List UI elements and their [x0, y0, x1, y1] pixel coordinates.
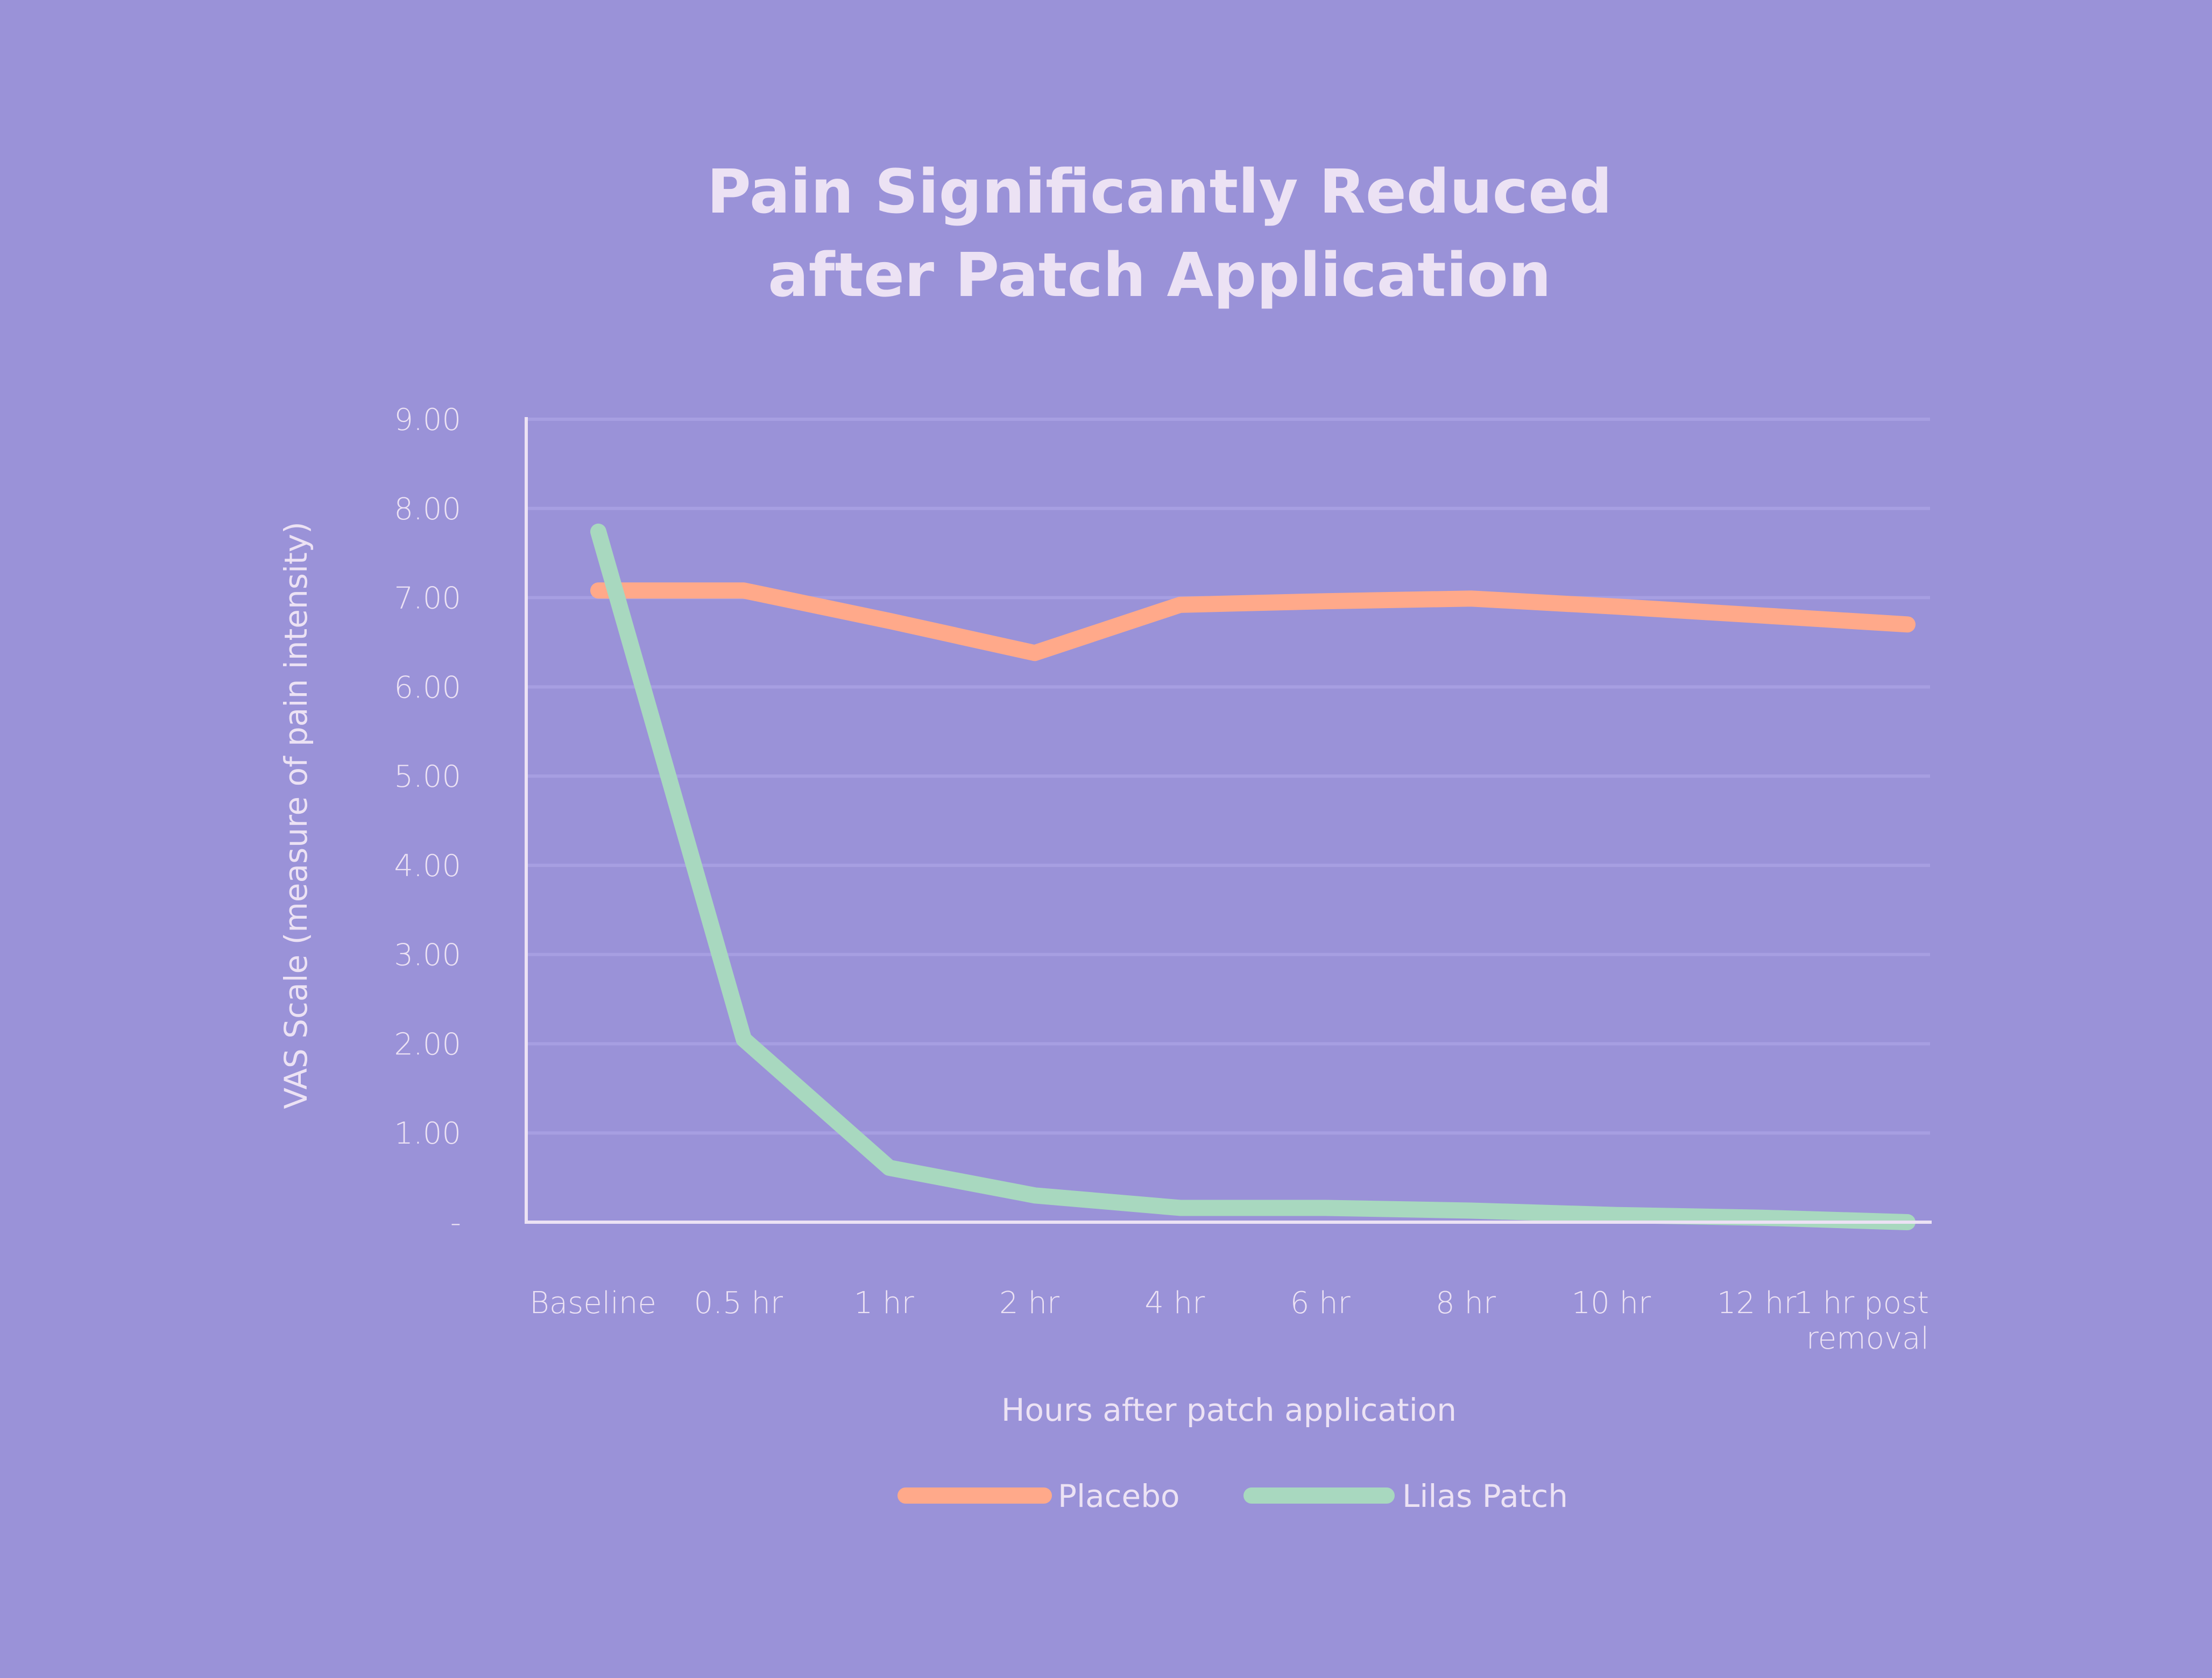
- x-tick-label: 0.5 hr: [694, 1286, 783, 1321]
- chart-title-line-1: Pain Significantly Reduced: [707, 157, 1612, 227]
- x-tick-label: Baseline: [529, 1286, 656, 1321]
- y-tick-labels: - 1.00 2.00 3.00 4.00 5.00 6.00 7.00 8.00 9.00: [394, 403, 461, 1240]
- x-tick-label-line: 0.5 hr: [694, 1286, 783, 1321]
- y-axis-title: VAS Scale (measure of pain intensity): [278, 521, 314, 1109]
- data-point: [1907, 624, 1908, 625]
- series-line-lilas-patch: [590, 523, 1916, 1230]
- legend-label: Placebo: [1058, 1478, 1180, 1514]
- data-point: [1034, 1195, 1035, 1196]
- data-point: [888, 620, 890, 622]
- legend-label: Lilas Patch: [1402, 1478, 1568, 1514]
- x-tick-label-line: 10 hr: [1572, 1286, 1651, 1321]
- x-tick-label-line: 2 hr: [999, 1286, 1059, 1321]
- x-tick-label-line: 12 hr: [1717, 1286, 1797, 1321]
- legend: Placebo Lilas Patch: [897, 1478, 1568, 1514]
- x-tick-label-line: 8 hr: [1436, 1286, 1496, 1321]
- data-point: [1616, 606, 1617, 608]
- series-lines: [590, 523, 1916, 1230]
- x-tick-label-line: 1 hr: [854, 1286, 914, 1321]
- y-tick-label: -: [450, 1205, 461, 1240]
- y-tick-label: 8.00: [394, 492, 461, 527]
- series-line-placebo: [590, 582, 1916, 661]
- x-tick-label: 6 hr: [1290, 1286, 1351, 1321]
- y-tick-label: 3.00: [394, 938, 461, 973]
- data-point: [743, 590, 745, 591]
- data-point: [1761, 615, 1763, 616]
- data-point: [1325, 601, 1326, 602]
- data-point: [1471, 598, 1472, 600]
- data-point: [743, 1039, 745, 1040]
- data-point: [1616, 1214, 1617, 1216]
- x-tick-label-line: removal: [1806, 1321, 1929, 1356]
- chart-title-line-2: after Patch Application: [768, 241, 1551, 311]
- x-tick-label: 8 hr: [1436, 1286, 1496, 1321]
- data-point: [1325, 1207, 1326, 1209]
- x-tick-label-line: 4 hr: [1144, 1286, 1205, 1321]
- y-tick-label: 7.00: [394, 581, 461, 616]
- data-point: [1761, 1217, 1763, 1218]
- y-tick-label: 5.00: [394, 759, 461, 794]
- y-tick-label: 6.00: [394, 670, 461, 705]
- x-tick-label: 4 hr: [1144, 1286, 1205, 1321]
- data-point: [598, 531, 599, 532]
- x-axis-title: Hours after patch application: [1001, 1392, 1457, 1428]
- x-tick-label-line: 6 hr: [1290, 1286, 1351, 1321]
- y-tick-label: 4.00: [394, 849, 461, 884]
- x-tick-label: 2 hr: [999, 1286, 1059, 1321]
- y-tick-label: 1.00: [394, 1116, 461, 1151]
- y-tick-label: 2.00: [394, 1027, 461, 1062]
- x-tick-label: 10 hr: [1572, 1286, 1651, 1321]
- data-point: [1179, 604, 1181, 605]
- gridlines: [526, 418, 1930, 1135]
- x-tick-label: 1 hr post removal: [1794, 1286, 1929, 1356]
- x-tick-labels: Baseline 0.5 hr 1 hr 2 hr 4 hr 6 hr 8 hr 10 hr 1…: [529, 1286, 1929, 1356]
- data-point: [598, 590, 599, 591]
- data-point: [888, 1167, 890, 1168]
- data-point: [1034, 652, 1035, 654]
- x-tick-label: 1 hr: [854, 1286, 914, 1321]
- x-tick-label-line: Baseline: [529, 1286, 656, 1321]
- x-tick-label: 12 hr: [1717, 1286, 1797, 1321]
- y-tick-label: 9.00: [394, 403, 461, 438]
- data-point: [1471, 1210, 1472, 1211]
- x-tick-label-line: 1 hr post: [1794, 1286, 1929, 1321]
- data-point: [1179, 1207, 1181, 1209]
